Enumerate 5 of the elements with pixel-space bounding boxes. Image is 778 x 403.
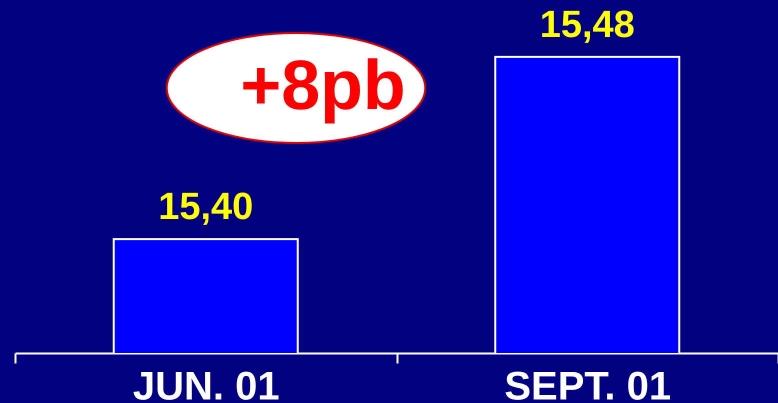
- x-tick-label: SEPT. 01: [504, 364, 672, 403]
- data-label: 15,40: [158, 186, 254, 228]
- data-label: 15,48: [540, 4, 635, 46]
- annotation: +8pb: [240, 46, 406, 124]
- x-tick-label: JUN. 01: [132, 364, 280, 403]
